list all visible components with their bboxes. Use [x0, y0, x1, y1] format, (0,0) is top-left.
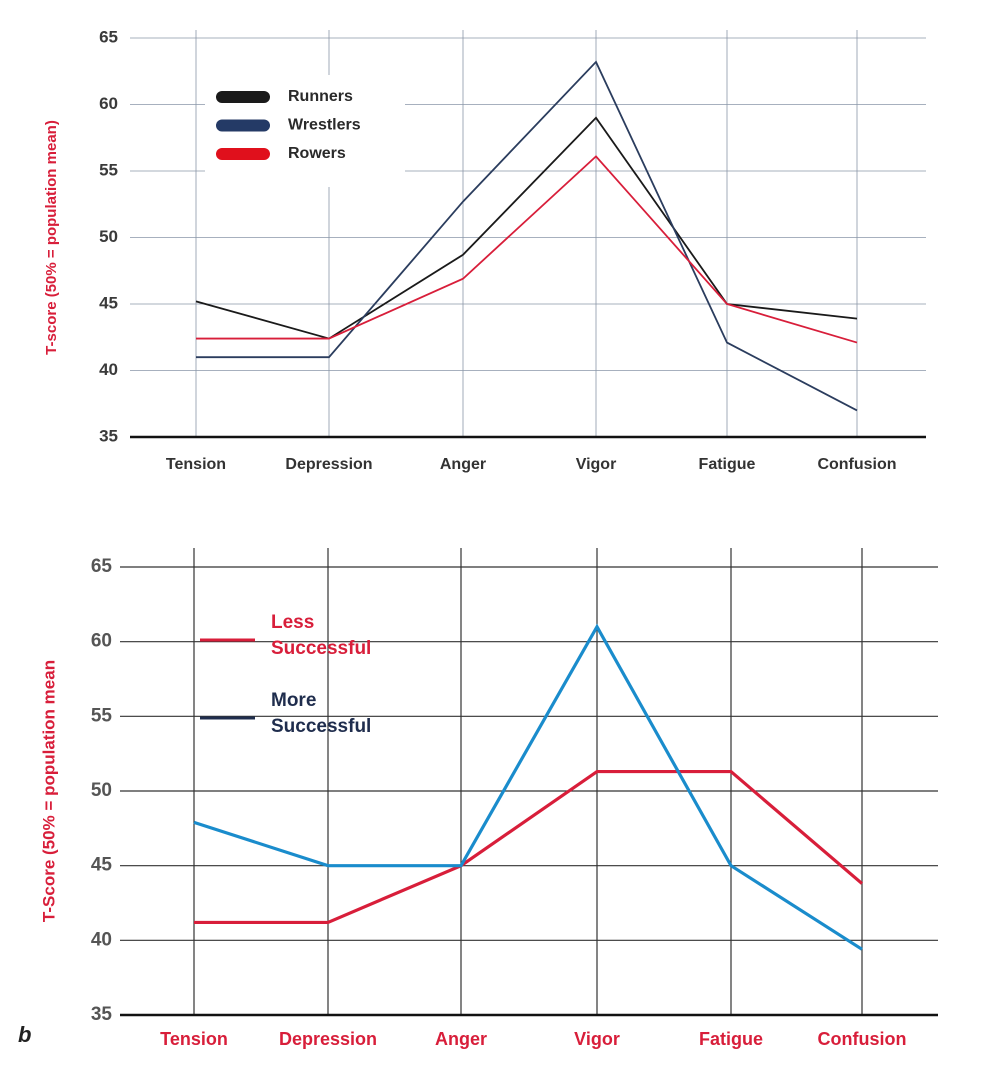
x-tick-label: Vigor	[576, 456, 617, 473]
y-tick-label: 60	[91, 631, 112, 652]
x-tick-label: Anger	[440, 456, 486, 473]
x-tick-label: Tension	[160, 1029, 228, 1049]
x-tick-label: Anger	[435, 1029, 487, 1049]
x-tick-label: Vigor	[574, 1029, 620, 1049]
x-tick-label: Confusion	[818, 1029, 907, 1049]
legend-label: More Successful	[271, 690, 372, 737]
y-tick-label: 65	[99, 27, 118, 46]
panel-label: b	[18, 1022, 31, 1047]
y-axis-label: T-score (50% = population mean)	[43, 120, 60, 355]
y-tick-label: 45	[91, 855, 113, 876]
y-tick-label: 40	[99, 360, 118, 379]
y-tick-label: 55	[91, 705, 113, 726]
series-line	[195, 116, 858, 340]
y-tick-label: 35	[91, 1004, 113, 1025]
series-line	[196, 60, 858, 412]
y-tick-label: 40	[91, 929, 112, 950]
y-tick-label: 55	[99, 160, 118, 179]
legend-label: Rowers	[288, 145, 346, 162]
y-tick-label: 50	[91, 780, 112, 801]
x-tick-label: Confusion	[817, 456, 896, 473]
y-tick-label: 50	[99, 227, 118, 246]
y-tick-label: 35	[99, 426, 118, 445]
legend-label: Runners	[288, 88, 353, 105]
x-tick-label: Fatigue	[699, 1029, 763, 1049]
x-tick-label: Depression	[279, 1029, 377, 1049]
y-tick-label: 65	[91, 556, 113, 577]
x-tick-label: Fatigue	[699, 456, 756, 473]
series-line	[194, 769, 864, 925]
legend-label: Wrestlers	[288, 117, 361, 134]
y-tick-label: 45	[99, 293, 118, 312]
legend-label: Less Successful	[271, 612, 372, 659]
x-tick-label: Depression	[285, 456, 372, 473]
series-line	[196, 155, 858, 344]
series-line	[193, 623, 863, 951]
y-axis-label: T-Score (50% = population mean	[39, 660, 58, 922]
x-tick-label: Tension	[166, 456, 226, 473]
y-tick-label: 60	[99, 94, 118, 113]
